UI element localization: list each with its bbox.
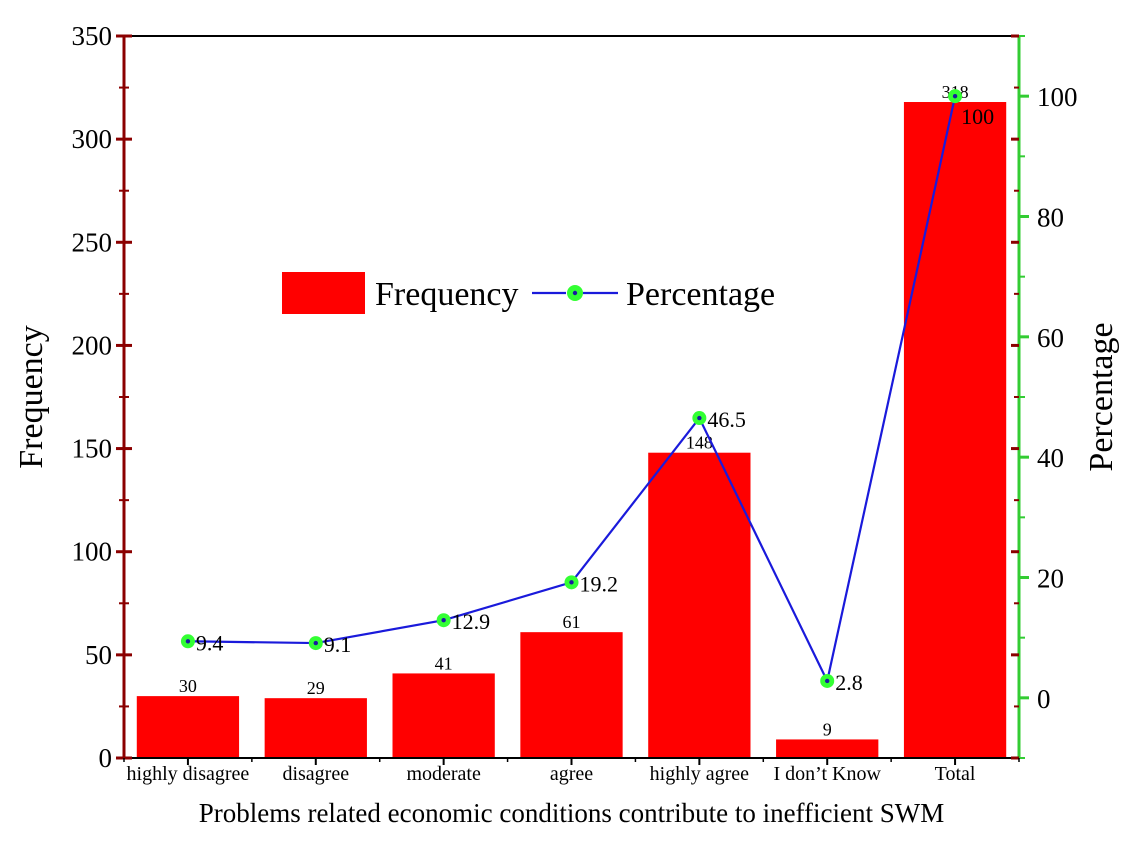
legend-frequency-swatch (282, 272, 365, 314)
bar-3 (520, 632, 623, 758)
percentage-point-center-5 (825, 678, 830, 684)
y-tick-label-2: 100 (72, 537, 113, 567)
percentage-point-center-1 (313, 640, 318, 646)
legend-percentage-marker-center (572, 290, 578, 296)
y-tick-label-4: 200 (72, 330, 113, 360)
legend-percentage-label: Percentage (626, 276, 775, 313)
legend: Frequency Percentage (282, 272, 775, 314)
percentage-label-6: 100 (961, 104, 994, 129)
bar-value-label-4: 148 (686, 433, 713, 453)
bar-2 (392, 673, 495, 758)
y-tick-label-0: 0 (99, 743, 113, 773)
bar-series (136, 102, 1007, 759)
bar-value-label-3: 61 (563, 612, 581, 632)
y2-tick-label-4: 80 (1037, 203, 1064, 233)
percentage-point-center-4 (697, 415, 702, 421)
x-tick-label-6: Total (935, 763, 976, 785)
bar-value-label-2: 41 (435, 653, 453, 673)
bar-value-label-0: 30 (179, 676, 197, 696)
percentage-point-center-3 (569, 580, 574, 585)
percentage-point-center-0 (185, 639, 191, 644)
y-tick-label-7: 350 (72, 21, 113, 51)
y-axis-title: Frequency (13, 325, 50, 469)
x-tick-label-0: highly disagree (127, 763, 250, 785)
bar-6 (903, 102, 1007, 759)
percentage-label-2: 12.9 (452, 609, 491, 634)
y-tick-label-3: 150 (72, 434, 113, 464)
y2-tick-label-5: 100 (1037, 82, 1078, 112)
x-tick-label-4: highly agree (650, 763, 750, 785)
line-series: 9.4 9.1 12.9 19.2 46.5 2.8 100 (180, 89, 994, 695)
y2-tick-label-0: 0 (1037, 684, 1051, 714)
x-tick-label-5: I don’t Know (774, 763, 882, 785)
x-tick-label-3: agree (550, 763, 593, 785)
x-tick-label-1: disagree (282, 763, 349, 785)
y2-axis-title: Percentage (1083, 322, 1120, 471)
y-tick-label-1: 50 (85, 640, 112, 670)
bar-value-label-5: 9 (823, 719, 832, 739)
y2-tick-label-2: 40 (1037, 443, 1064, 473)
percentage-label-3: 19.2 (580, 571, 619, 596)
bar-value-label-1: 29 (307, 678, 325, 698)
percentage-label-4: 46.5 (707, 407, 746, 432)
percentage-label-5: 2.8 (835, 670, 863, 695)
x-axis-title: Problems related economic conditions con… (199, 798, 945, 828)
percentage-label-1: 9.1 (324, 632, 352, 657)
percentage-point-center-6 (952, 93, 958, 99)
axes: 0 50 100 150 200 250 300 350 0 20 40 60 80 100 highly … (72, 21, 1078, 785)
bar-0 (136, 696, 240, 758)
bar-1 (264, 698, 367, 758)
percentage-label-0: 9.4 (196, 630, 224, 655)
x-tick-label-2: moderate (406, 763, 481, 785)
y-tick-label-6: 300 (72, 124, 113, 154)
percentage-line (187, 95, 957, 685)
y-tick-label-5: 250 (72, 227, 113, 257)
bar-5 (776, 739, 879, 758)
percentage-point-center-2 (441, 618, 446, 623)
y2-tick-label-1: 20 (1037, 564, 1064, 594)
legend-frequency-label: Frequency (375, 276, 519, 313)
y2-tick-label-3: 60 (1037, 323, 1064, 353)
bar-4 (648, 452, 751, 758)
